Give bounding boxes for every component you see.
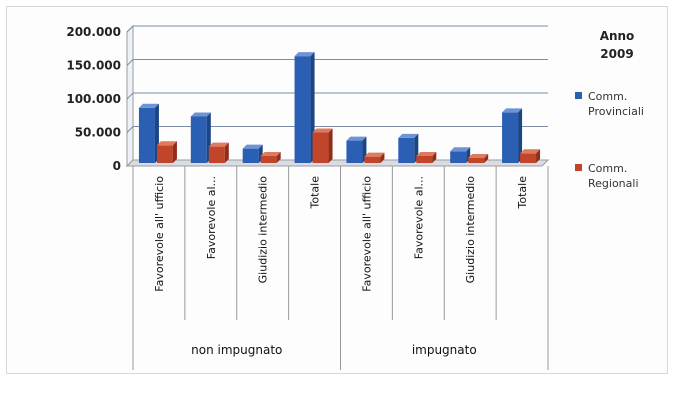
bar-top — [502, 108, 523, 113]
bar-top — [364, 152, 385, 157]
bar — [294, 56, 311, 163]
bar-side — [484, 153, 489, 163]
x-tick-label: Favorevole al... — [205, 176, 218, 259]
x-tick-label: Favorevole al... — [412, 176, 425, 259]
bar-side — [224, 142, 229, 163]
legend-title: 2009 — [600, 47, 633, 61]
bar-top — [312, 128, 333, 133]
y-tick-label: 100.000 — [66, 92, 121, 106]
x-tick-label: Favorevole all' ufficio — [360, 176, 373, 292]
gridline-depth — [126, 25, 134, 33]
gridline-depth — [126, 92, 134, 100]
bar-top — [468, 153, 489, 158]
bar-top — [346, 136, 367, 141]
bar-side — [172, 141, 177, 163]
legend-label: Regionali — [588, 177, 639, 190]
group-label: non impugnato — [191, 343, 282, 357]
bar — [190, 116, 207, 163]
legend-swatch — [575, 164, 582, 171]
y-tick-label: 150.000 — [66, 59, 121, 73]
bar-top — [208, 142, 229, 147]
y-tick-label: 50.000 — [75, 126, 121, 140]
bar-top — [190, 112, 211, 117]
bar-side — [380, 152, 385, 163]
bar-top — [156, 141, 177, 146]
chart-frame — [6, 6, 668, 374]
bar-top — [242, 144, 263, 149]
x-tick-label: Giudizio intermedio — [257, 176, 270, 284]
bar — [468, 157, 485, 163]
group-label: impugnato — [412, 343, 477, 357]
bar-top — [416, 151, 437, 156]
legend-swatch — [575, 92, 582, 99]
bar — [450, 151, 467, 163]
bar-top — [294, 52, 315, 57]
bar-top — [138, 103, 159, 108]
bar — [312, 132, 329, 163]
gridline-depth — [126, 126, 134, 133]
legend-label: Provinciali — [588, 105, 644, 118]
x-tick-label: Totale — [309, 176, 322, 210]
bar-top — [520, 149, 541, 154]
bar — [346, 140, 363, 163]
bar — [156, 145, 173, 163]
bar-side — [536, 149, 541, 163]
legend-label: Comm. — [588, 162, 627, 175]
bar — [364, 156, 381, 163]
x-tick-label: Favorevole all' ufficio — [153, 176, 166, 292]
legend-title: Anno — [600, 29, 635, 43]
gridline-depth — [126, 59, 134, 66]
bar-side — [432, 151, 437, 163]
bar-side — [518, 108, 523, 163]
bar — [398, 137, 415, 163]
y-tick-label: 200.000 — [66, 25, 121, 39]
bar-top — [450, 147, 471, 152]
bar-top — [260, 151, 281, 156]
bar — [502, 112, 519, 163]
bar-side — [328, 128, 333, 163]
x-tick-label: Totale — [516, 176, 529, 210]
bar-top — [398, 133, 419, 138]
bar — [208, 146, 225, 163]
bar — [520, 153, 537, 163]
bar — [260, 155, 277, 163]
bar-side — [276, 151, 281, 163]
bar — [242, 148, 259, 163]
bar — [416, 155, 433, 163]
y-tick-label: 0 — [113, 159, 121, 173]
legend-label: Comm. — [588, 90, 627, 103]
bar — [138, 107, 155, 163]
x-tick-label: Giudizio intermedio — [464, 176, 477, 284]
